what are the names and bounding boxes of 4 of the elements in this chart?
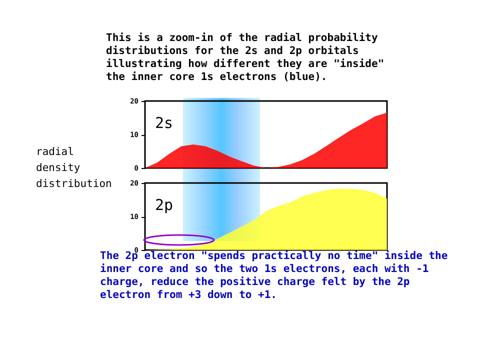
chart-title: This is a zoom-in of the radial probability distributions for the 2s and 2p orbitals illustrating how different they are "inside" the inner core 1s electrons (blue). [106,32,386,84]
y-axis-title: radial density distribution [36,145,113,192]
annotation: 2s [155,114,174,132]
annotation: 2p [155,196,174,214]
